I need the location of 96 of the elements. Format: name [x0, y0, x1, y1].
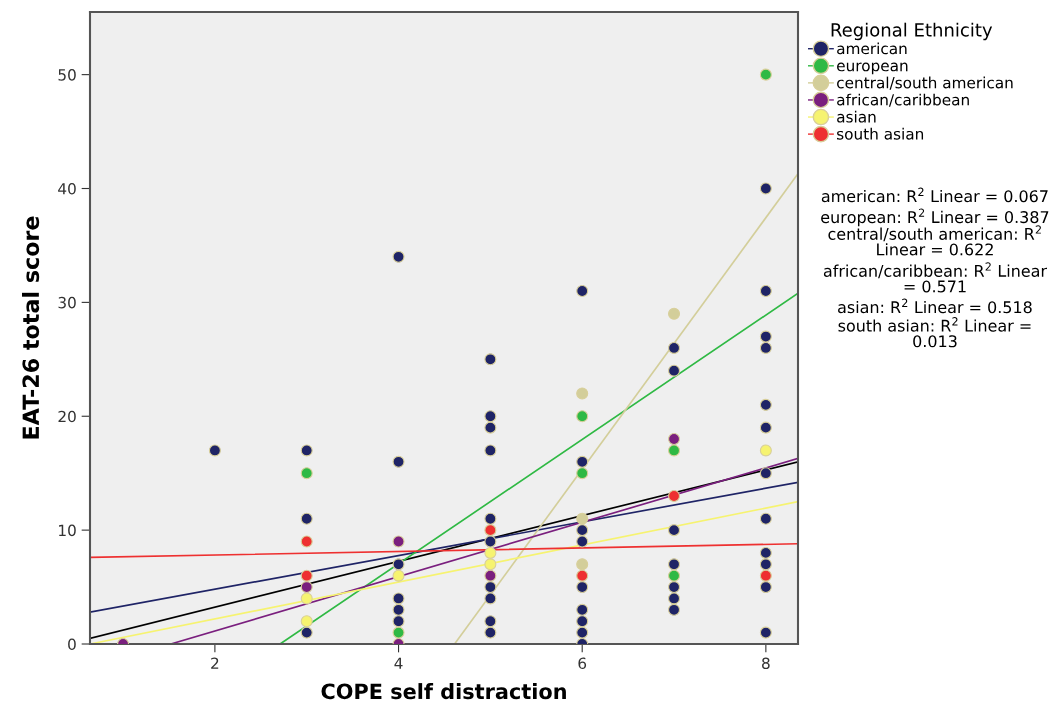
point — [392, 535, 405, 548]
y-tick-label: 10 — [59, 524, 76, 537]
point — [759, 569, 772, 582]
point — [484, 512, 497, 525]
point — [484, 569, 497, 582]
point — [392, 626, 405, 639]
point — [484, 546, 497, 559]
point — [300, 626, 313, 639]
point — [576, 603, 589, 616]
point — [484, 581, 497, 594]
point — [668, 558, 681, 571]
point — [668, 581, 681, 594]
point — [576, 558, 589, 571]
text: asian: R$^{2}$ Linear = 0.518 — [838, 298, 1032, 314]
point — [484, 626, 497, 639]
x-tick-label: 2 — [211, 657, 219, 669]
point — [392, 603, 405, 616]
point — [759, 182, 772, 195]
point — [576, 455, 589, 468]
y-tick-label: 0 — [68, 638, 76, 651]
point — [576, 512, 589, 525]
point — [759, 421, 772, 434]
point — [668, 603, 681, 616]
point — [759, 341, 772, 354]
y-axis-title: EAT-26 total score — [21, 216, 40, 439]
legend-label: asian — [837, 110, 876, 123]
legend-label: european — [837, 62, 908, 75]
point — [668, 341, 681, 354]
point — [576, 581, 589, 594]
point — [300, 581, 313, 594]
point — [759, 626, 772, 639]
point — [576, 284, 589, 298]
point — [484, 535, 497, 548]
point — [300, 444, 313, 457]
point — [759, 512, 772, 525]
point — [576, 615, 589, 628]
legend-label: african/caribbean — [837, 93, 969, 107]
text: south asian: R$^{2}$ Linear = 0.013 — [838, 317, 1031, 348]
x-tick-label: 6 — [578, 657, 587, 670]
point — [576, 467, 589, 480]
point — [392, 455, 405, 468]
point — [759, 467, 772, 480]
point — [759, 68, 772, 81]
point — [759, 444, 772, 457]
point — [668, 524, 681, 537]
point — [300, 467, 313, 480]
point — [484, 353, 497, 366]
point — [668, 433, 681, 446]
point — [300, 615, 313, 628]
point — [759, 398, 772, 411]
point — [392, 615, 405, 628]
point — [300, 535, 313, 548]
point — [576, 387, 589, 400]
point — [668, 592, 681, 605]
point — [300, 569, 313, 582]
point — [668, 569, 681, 582]
point — [484, 421, 497, 434]
y-tick-label: 30 — [58, 296, 76, 309]
point — [759, 558, 772, 571]
legend-label: south asian — [837, 127, 924, 140]
text: american: R$^{2}$ Linear = 0.067 — [821, 187, 1048, 203]
point — [576, 524, 589, 537]
point — [392, 558, 405, 571]
point — [759, 330, 772, 343]
legend-title: Regional Ethnicity — [831, 22, 993, 41]
point — [484, 615, 497, 628]
y-tick-label: 40 — [58, 182, 76, 195]
legend-label: central/south american — [837, 76, 1013, 90]
x-tick-label: 8 — [762, 657, 770, 670]
y-tick-label: 20 — [58, 410, 76, 423]
point — [668, 364, 681, 377]
point — [208, 444, 221, 457]
legend-label: american — [837, 42, 907, 55]
point — [668, 307, 681, 320]
point — [392, 592, 405, 605]
point — [392, 569, 405, 582]
point — [484, 524, 497, 537]
x-tick-label: 4 — [394, 657, 403, 669]
point — [484, 558, 497, 571]
point — [484, 592, 497, 605]
point — [668, 444, 681, 457]
point — [759, 581, 772, 594]
point — [576, 626, 589, 639]
point — [759, 546, 772, 559]
point — [300, 512, 313, 525]
point — [300, 592, 313, 605]
point — [576, 569, 589, 582]
point — [392, 250, 405, 263]
y-tick-label: 50 — [58, 69, 76, 81]
x-axis-title: COPE self distraction — [321, 683, 566, 700]
point — [484, 444, 497, 457]
point — [484, 410, 497, 423]
point — [576, 410, 589, 423]
point — [759, 284, 772, 298]
point — [668, 489, 681, 502]
point — [576, 535, 589, 548]
